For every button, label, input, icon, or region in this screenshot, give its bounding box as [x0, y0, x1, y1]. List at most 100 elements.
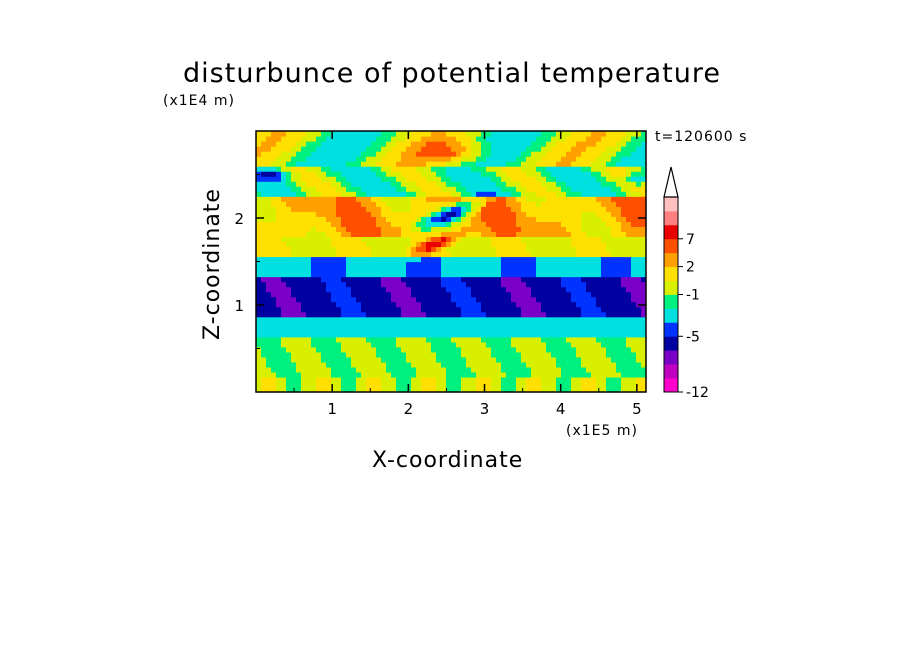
field-cell [326, 236, 332, 243]
field-cell [321, 246, 327, 253]
field-cell [481, 341, 487, 348]
field-cell [356, 336, 362, 343]
field-cell [586, 186, 592, 192]
field-cell [401, 176, 407, 182]
colorbar-tick-label: -1 [686, 288, 700, 304]
field-cell [436, 206, 442, 212]
field-cell [316, 216, 322, 222]
field-cell [626, 346, 632, 353]
field-cell [521, 141, 527, 147]
field-cell [371, 301, 377, 308]
field-cell [601, 371, 607, 378]
field-cell [586, 211, 592, 217]
field-cell [426, 171, 432, 177]
field-cell [541, 221, 547, 227]
field-cell [616, 221, 622, 227]
field-cell [381, 136, 387, 142]
field-cell [416, 296, 422, 303]
field-cell [366, 286, 372, 293]
field-cell [446, 301, 452, 308]
field-cell [386, 341, 392, 348]
field-cell [261, 266, 267, 273]
field-cell [571, 151, 577, 157]
field-cell [431, 141, 437, 147]
field-cell [271, 216, 277, 222]
field-cell [416, 156, 422, 162]
field-cell [421, 316, 427, 323]
field-cell [411, 381, 417, 388]
field-cell [626, 286, 632, 293]
field-cell [316, 376, 322, 383]
field-cell [516, 316, 522, 323]
field-cell [571, 176, 577, 182]
field-cell [326, 346, 332, 353]
field-cell [501, 231, 507, 237]
field-cell [261, 316, 267, 323]
field-cell [526, 201, 532, 207]
field-cell [566, 291, 572, 298]
field-cell [586, 311, 592, 318]
field-cell [306, 166, 312, 172]
field-cell [256, 376, 262, 383]
field-cell [296, 216, 302, 222]
field-cell [476, 226, 482, 232]
field-cell [411, 311, 417, 318]
field-cell [566, 156, 572, 162]
field-cell [316, 211, 322, 217]
field-cell [421, 321, 427, 328]
field-cell [301, 216, 307, 222]
field-cell [371, 131, 377, 137]
field-cell [631, 246, 637, 253]
field-cell [411, 146, 417, 152]
field-cell [606, 266, 612, 273]
field-cell [256, 306, 262, 313]
field-cell [311, 361, 317, 368]
field-cell [436, 241, 442, 248]
field-cell [411, 386, 417, 392]
field-cell [621, 251, 627, 258]
field-cell [396, 311, 402, 318]
field-cell [331, 346, 337, 353]
field-cell [316, 281, 322, 288]
field-cell [626, 301, 632, 308]
field-cell [421, 356, 427, 363]
field-cell [556, 181, 562, 187]
field-cell [511, 211, 517, 217]
field-cell [526, 261, 532, 268]
field-cell [571, 136, 577, 142]
field-cell [441, 261, 447, 268]
field-cell [431, 131, 437, 137]
field-cell [521, 151, 527, 157]
field-cell [596, 361, 602, 368]
field-cell [341, 161, 347, 167]
field-cell [291, 161, 297, 167]
field-cell [491, 296, 497, 303]
field-cell [471, 306, 477, 313]
field-cell [396, 271, 402, 278]
field-cell [436, 286, 442, 293]
field-cell [351, 146, 357, 152]
field-cell [581, 371, 587, 378]
field-cell [591, 196, 597, 202]
field-cell [396, 221, 402, 227]
field-cell [296, 166, 302, 172]
field-cell [536, 316, 542, 323]
field-cell [436, 331, 442, 338]
field-cell [306, 156, 312, 162]
field-cell [306, 371, 312, 378]
field-cell [261, 306, 267, 313]
field-cell [416, 261, 422, 268]
field-cell [261, 251, 267, 258]
field-cell [361, 341, 367, 348]
field-cell [326, 181, 332, 187]
field-cell [446, 356, 452, 363]
field-cell [641, 366, 646, 373]
field-cell [621, 141, 627, 147]
field-cell [386, 166, 392, 172]
field-cell [386, 181, 392, 187]
field-cell [321, 146, 327, 152]
field-cell [396, 206, 402, 212]
field-cell [626, 281, 632, 288]
field-cell [381, 266, 387, 273]
field-cell [276, 301, 282, 308]
